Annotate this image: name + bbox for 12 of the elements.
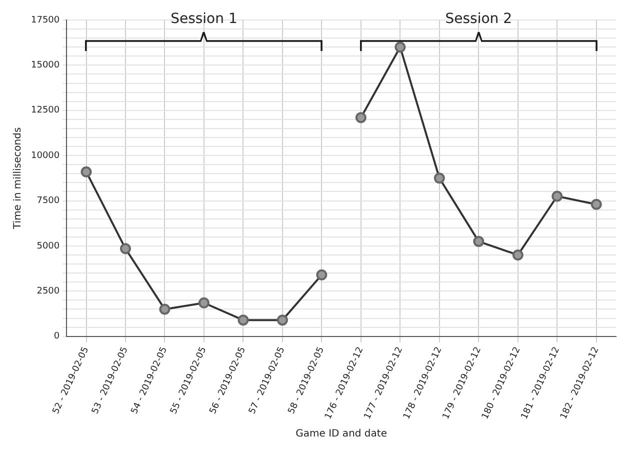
y-tick-label: 12500	[30, 106, 60, 116]
y-tick-label: 7500	[36, 196, 60, 206]
annotation: Session 1	[170, 10, 238, 28]
y-axis-title: Time in milliseconds	[12, 127, 24, 230]
y-tick-label: 10000	[30, 150, 60, 161]
annotation: Session 2	[444, 10, 514, 28]
y-tick-label: 5000	[36, 241, 60, 252]
y-tick-label: 0	[54, 332, 60, 342]
x-axis-title: Game ID and date	[296, 428, 387, 440]
y-tick-label: 2500	[36, 286, 60, 296]
y-tick-label: 15000	[30, 60, 60, 71]
y-tick-label: 17500	[30, 15, 60, 26]
